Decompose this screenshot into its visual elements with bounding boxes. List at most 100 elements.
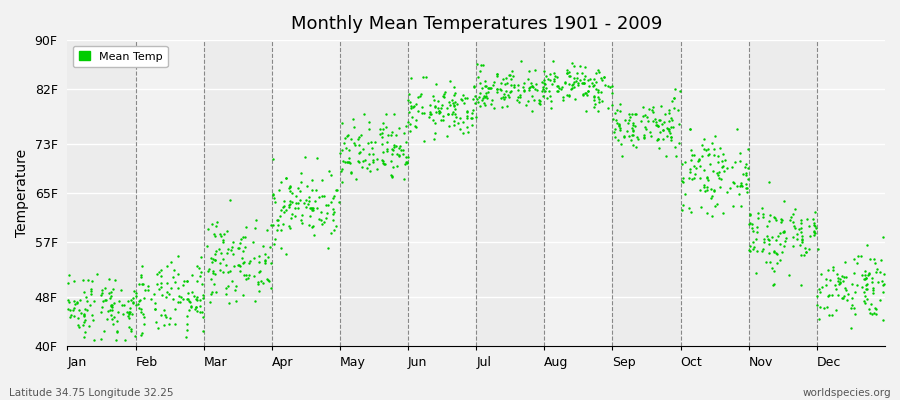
Point — [612, 122, 626, 128]
Point — [764, 264, 778, 271]
Point — [572, 63, 587, 70]
Point — [846, 270, 860, 276]
Point — [317, 219, 331, 225]
Point — [613, 101, 627, 107]
Point — [448, 99, 463, 105]
Point — [442, 123, 456, 129]
Point — [77, 329, 92, 335]
Point — [640, 113, 654, 120]
Point — [249, 217, 264, 223]
Point — [617, 132, 632, 139]
Point — [321, 245, 336, 251]
Point — [855, 271, 869, 278]
Point — [708, 203, 723, 210]
Point — [767, 248, 781, 254]
Point — [237, 259, 251, 266]
Point — [831, 292, 845, 298]
Point — [274, 206, 288, 213]
Point — [404, 104, 419, 111]
Point — [786, 243, 800, 250]
Point — [431, 108, 446, 114]
Point — [544, 104, 558, 111]
Point — [563, 85, 578, 92]
Point — [94, 287, 109, 293]
Point — [563, 73, 578, 79]
Point — [361, 139, 375, 146]
Point — [276, 204, 291, 210]
Point — [460, 124, 474, 130]
Point — [478, 89, 492, 96]
Point — [795, 236, 809, 242]
Point — [858, 272, 872, 278]
Point — [636, 113, 651, 119]
Point — [829, 286, 843, 292]
Point — [305, 205, 320, 211]
Point — [242, 272, 256, 278]
Point — [773, 240, 788, 247]
Point — [613, 125, 627, 132]
Point — [569, 77, 583, 84]
Point — [567, 75, 581, 81]
Point — [775, 217, 789, 223]
Point — [697, 184, 711, 190]
Point — [560, 69, 574, 76]
Point — [819, 282, 833, 288]
Point — [469, 114, 483, 120]
Point — [567, 63, 581, 69]
Point — [406, 104, 420, 110]
Point — [256, 242, 271, 249]
Point — [644, 132, 658, 139]
Point — [447, 92, 462, 98]
Point — [171, 270, 185, 277]
Point — [284, 211, 299, 218]
Point — [810, 302, 824, 308]
Point — [133, 332, 148, 338]
Point — [224, 278, 238, 285]
Point — [403, 99, 418, 105]
Point — [355, 163, 369, 170]
Point — [712, 174, 726, 181]
Point — [124, 328, 139, 334]
Point — [607, 128, 621, 135]
Point — [787, 223, 801, 229]
Point — [662, 127, 676, 134]
Point — [794, 229, 808, 236]
Point — [68, 300, 82, 307]
Point — [608, 126, 623, 132]
Point — [727, 159, 742, 166]
Point — [377, 161, 392, 168]
Point — [854, 253, 868, 259]
Point — [492, 85, 507, 92]
Point — [376, 125, 391, 132]
Point — [816, 305, 831, 312]
Point — [874, 256, 888, 263]
Legend: Mean Temp: Mean Temp — [73, 46, 167, 67]
Point — [548, 73, 562, 79]
Point — [270, 227, 284, 233]
Point — [400, 154, 415, 160]
Point — [855, 283, 869, 290]
Point — [233, 236, 248, 242]
Point — [252, 253, 266, 260]
Point — [706, 152, 721, 158]
Point — [786, 233, 800, 240]
Point — [745, 225, 760, 231]
Point — [562, 68, 576, 75]
Point — [410, 101, 424, 107]
Point — [171, 299, 185, 306]
Point — [467, 83, 482, 89]
Point — [204, 276, 219, 283]
Point — [144, 296, 158, 302]
Point — [622, 117, 636, 123]
Point — [483, 84, 498, 91]
Point — [667, 86, 681, 92]
Point — [768, 214, 782, 221]
Point — [876, 317, 890, 323]
Point — [428, 103, 442, 109]
Point — [277, 198, 292, 204]
Point — [809, 225, 824, 232]
Point — [547, 76, 562, 83]
Point — [366, 156, 381, 163]
Point — [637, 112, 652, 118]
Bar — [476, 40, 544, 346]
